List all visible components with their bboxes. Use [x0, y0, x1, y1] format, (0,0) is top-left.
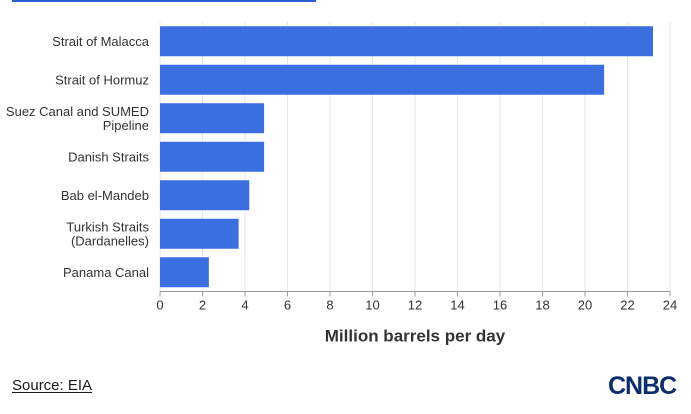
- bar: [160, 141, 265, 172]
- source-link[interactable]: Source: EIA: [12, 377, 93, 394]
- bar: [160, 257, 209, 288]
- category-label: Panama Canal: [63, 265, 149, 280]
- bar: [160, 180, 250, 211]
- x-tick-label: 0: [156, 298, 163, 313]
- header-rule: [12, 0, 316, 2]
- category-label: Pipeline: [103, 118, 149, 133]
- x-tick-label: 20: [578, 298, 592, 313]
- x-axis-title: Million barrels per day: [325, 327, 506, 346]
- category-label: Turkish Straits: [66, 219, 149, 234]
- category-label: Strait of Hormuz: [55, 72, 149, 87]
- x-tick-label: 6: [284, 298, 291, 313]
- x-tick-label: 10: [365, 298, 379, 313]
- x-tick-label: 8: [326, 298, 333, 313]
- x-tick-label: 2: [199, 298, 206, 313]
- category-label: Bab el-Mandeb: [61, 188, 149, 203]
- bar: [160, 103, 265, 134]
- cnbc-logo: CNBC: [608, 372, 677, 400]
- bar: [160, 64, 605, 95]
- x-tick-label: 22: [620, 298, 634, 313]
- bar: [160, 26, 653, 57]
- x-tick-label: 18: [535, 298, 549, 313]
- category-label: Suez Canal and SUMED: [6, 104, 149, 119]
- x-tick-label: 16: [493, 298, 507, 313]
- category-label: (Dardanelles): [71, 233, 149, 248]
- x-tick-label: 24: [663, 298, 677, 313]
- x-tick-label: 4: [241, 298, 248, 313]
- x-tick-label: 12: [408, 298, 422, 313]
- bar: [160, 218, 239, 249]
- x-tick-label: 14: [450, 298, 464, 313]
- category-label: Strait of Malacca: [52, 34, 150, 49]
- category-label: Danish Straits: [68, 149, 149, 164]
